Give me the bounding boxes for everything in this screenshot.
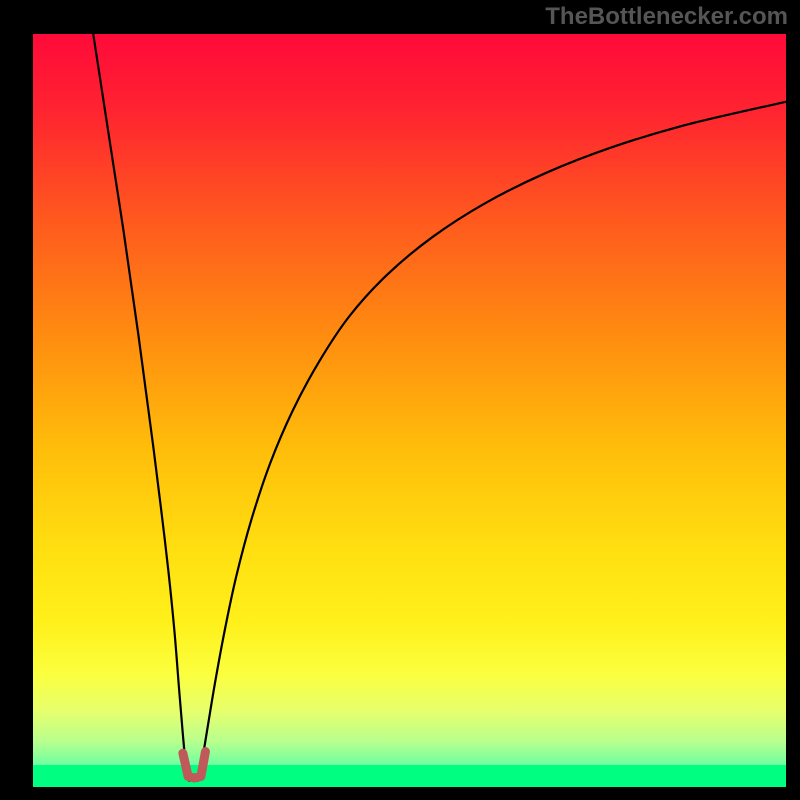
right-branch-curve bbox=[197, 102, 786, 782]
optimum-marker bbox=[183, 752, 206, 778]
bottleneck-chart-root: TheBottlenecker.com bbox=[0, 0, 800, 800]
left-branch-curve bbox=[93, 34, 189, 782]
curve-layer bbox=[0, 0, 800, 800]
watermark-text: TheBottlenecker.com bbox=[545, 3, 788, 31]
